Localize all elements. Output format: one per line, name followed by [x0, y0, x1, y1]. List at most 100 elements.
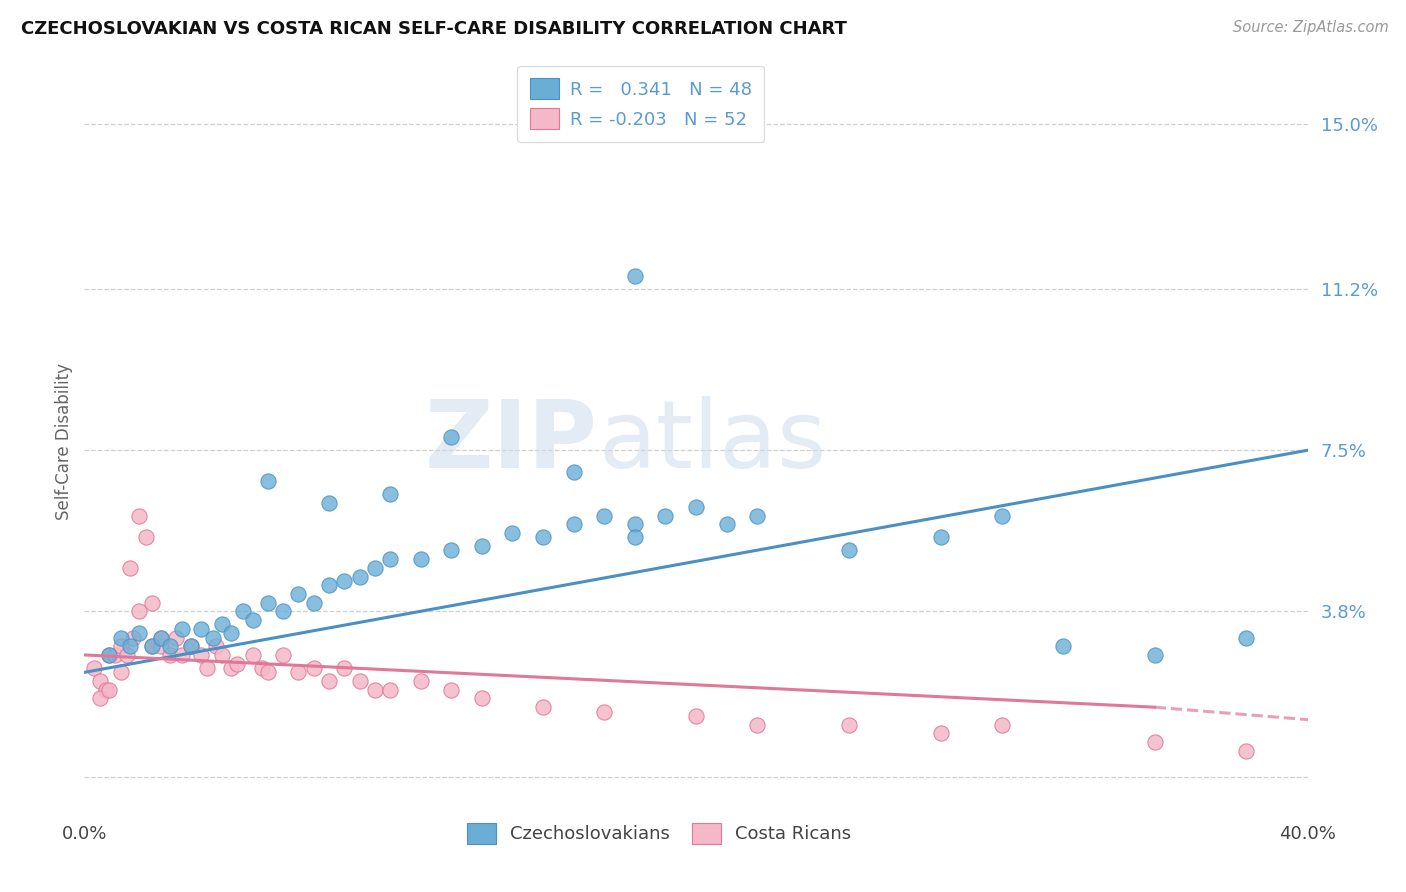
Point — [747, 717, 769, 731]
Point — [190, 622, 212, 636]
Point — [685, 709, 707, 723]
Point — [502, 526, 524, 541]
Text: atlas: atlas — [598, 395, 827, 488]
Point — [624, 530, 647, 544]
Point — [380, 552, 402, 566]
Point — [128, 508, 150, 523]
Point — [471, 539, 494, 553]
Point — [219, 626, 242, 640]
Point — [89, 691, 111, 706]
Point — [180, 639, 202, 653]
Point — [257, 596, 280, 610]
Point — [440, 430, 463, 444]
Point — [250, 661, 273, 675]
Point — [716, 517, 738, 532]
Point — [685, 500, 707, 514]
Point — [115, 648, 138, 662]
Point — [440, 543, 463, 558]
Point — [159, 648, 181, 662]
Point — [333, 574, 356, 588]
Point — [128, 604, 150, 618]
Point — [380, 487, 402, 501]
Point — [141, 596, 163, 610]
Point — [110, 631, 132, 645]
Point — [219, 661, 242, 675]
Point — [159, 639, 181, 653]
Point — [302, 596, 325, 610]
Point — [1236, 631, 1258, 645]
Point — [562, 465, 585, 479]
Point — [1052, 639, 1074, 653]
Point — [120, 561, 142, 575]
Point — [364, 682, 387, 697]
Point — [409, 552, 432, 566]
Point — [211, 617, 233, 632]
Point — [83, 661, 105, 675]
Point — [128, 626, 150, 640]
Point — [318, 578, 340, 592]
Point — [190, 648, 212, 662]
Point — [141, 639, 163, 653]
Point — [562, 517, 585, 532]
Point — [364, 561, 387, 575]
Point — [97, 682, 120, 697]
Point — [838, 717, 860, 731]
Point — [104, 648, 127, 662]
Point — [349, 674, 371, 689]
Point — [242, 648, 264, 662]
Point — [440, 682, 463, 697]
Legend: Czechoslovakians, Costa Ricans: Czechoslovakians, Costa Ricans — [460, 815, 859, 851]
Point — [172, 622, 194, 636]
Point — [287, 665, 309, 680]
Point — [195, 661, 218, 675]
Point — [1236, 744, 1258, 758]
Point — [624, 268, 647, 283]
Point — [991, 508, 1014, 523]
Point — [318, 674, 340, 689]
Point — [257, 665, 280, 680]
Point — [141, 639, 163, 653]
Point — [929, 726, 952, 740]
Point — [120, 639, 142, 653]
Point — [97, 648, 120, 662]
Text: Source: ZipAtlas.com: Source: ZipAtlas.com — [1233, 20, 1389, 35]
Point — [380, 682, 402, 697]
Point — [531, 530, 554, 544]
Point — [89, 674, 111, 689]
Point — [471, 691, 494, 706]
Point — [654, 508, 676, 523]
Point — [232, 604, 254, 618]
Point — [991, 717, 1014, 731]
Point — [226, 657, 249, 671]
Point — [349, 569, 371, 583]
Point — [94, 682, 117, 697]
Point — [838, 543, 860, 558]
Point — [165, 631, 187, 645]
Y-axis label: Self-Care Disability: Self-Care Disability — [55, 363, 73, 520]
Point — [929, 530, 952, 544]
Point — [318, 495, 340, 509]
Point — [287, 587, 309, 601]
Point — [333, 661, 356, 675]
Point — [149, 639, 172, 653]
Point — [257, 474, 280, 488]
Point — [593, 508, 616, 523]
Point — [135, 530, 157, 544]
Point — [242, 613, 264, 627]
Point — [747, 508, 769, 523]
Point — [1143, 735, 1166, 749]
Point — [271, 648, 294, 662]
Point — [97, 648, 120, 662]
Point — [1143, 648, 1166, 662]
Point — [172, 648, 194, 662]
Point — [211, 648, 233, 662]
Text: CZECHOSLOVAKIAN VS COSTA RICAN SELF-CARE DISABILITY CORRELATION CHART: CZECHOSLOVAKIAN VS COSTA RICAN SELF-CARE… — [21, 20, 846, 37]
Point — [149, 631, 172, 645]
Point — [122, 631, 145, 645]
Point — [593, 705, 616, 719]
Point — [302, 661, 325, 675]
Point — [409, 674, 432, 689]
Point — [149, 631, 172, 645]
Point — [201, 631, 224, 645]
Point — [110, 639, 132, 653]
